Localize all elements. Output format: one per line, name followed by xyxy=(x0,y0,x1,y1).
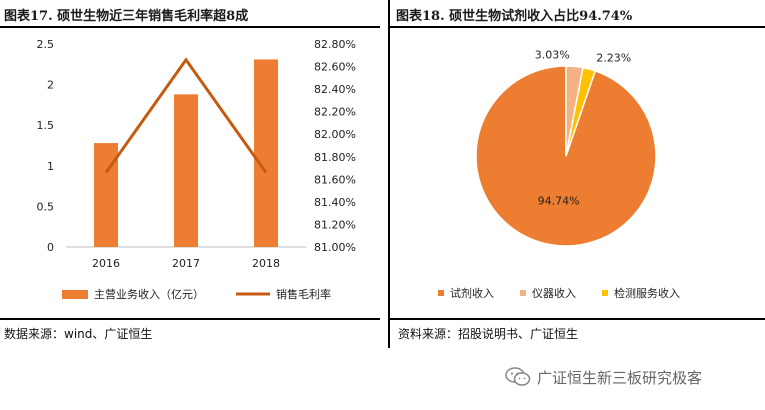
pie-chart: 94.74% 3.03% 2.23% 试剂收入 仪器收入 检测服务收入 xyxy=(438,48,680,300)
right-tick-label: 82.60% xyxy=(314,61,356,74)
legend-line-label: 销售毛利率 xyxy=(276,287,331,301)
watermark: 广证恒生新三板研究极客 xyxy=(505,366,702,388)
margin-line-path xyxy=(104,57,268,174)
x-tick-label: 2018 xyxy=(252,257,280,270)
right-tick-label: 82.40% xyxy=(314,83,356,96)
legend-swatch xyxy=(602,290,608,296)
left-axis-ticks: 0 0.5 1 1.5 2 2.5 xyxy=(37,38,55,254)
left-tick-label: 2.5 xyxy=(37,38,55,51)
right-tick-label: 81.40% xyxy=(314,196,356,209)
pie-labels: 94.74% 3.03% 2.23% xyxy=(535,48,631,207)
right-tick-label: 81.00% xyxy=(314,241,356,254)
right-bottom-rule xyxy=(390,318,765,320)
left-tick-label: 1.5 xyxy=(37,119,55,132)
left-chart-title: 图表17. 硕世生物近三年销售毛利率超8成 xyxy=(4,9,249,24)
watermark-text: 广证恒生新三板研究极客 xyxy=(537,368,703,387)
wechat-icon xyxy=(505,367,531,386)
pie-slice-label: 94.74% xyxy=(538,194,580,207)
margin-line xyxy=(104,57,268,174)
right-source: 资料来源：招股说明书、广证恒生 xyxy=(398,327,579,341)
x-tick-label: 2016 xyxy=(92,257,120,270)
bars xyxy=(94,59,278,248)
left-tick-label: 2 xyxy=(47,79,54,92)
legend-label: 试剂收入 xyxy=(450,286,494,300)
right-chart-title: 图表18. 硕世生物试剂收入占比94.74% xyxy=(396,9,633,24)
right-tick-label: 81.80% xyxy=(314,151,356,164)
legend-label: 检测服务收入 xyxy=(614,286,680,300)
right-tick-label: 82.20% xyxy=(314,106,356,119)
left-bottom-rule xyxy=(0,318,380,320)
right-axis-ticks: 81.00% 81.20% 81.40% 81.60% 81.80% 82.00% 82.2… xyxy=(314,38,356,254)
legend-bar-swatch xyxy=(62,290,88,299)
revenue-bar xyxy=(174,94,198,248)
x-axis-ticks: 2016 2017 2018 xyxy=(92,257,280,270)
pie-slices xyxy=(475,65,657,247)
right-tick-label: 81.20% xyxy=(314,218,356,231)
legend-swatch xyxy=(520,290,526,296)
right-tick-label: 82.80% xyxy=(314,38,356,51)
combo-legend: 主营业务收入（亿元） 销售毛利率 xyxy=(62,287,331,301)
legend-bar-label: 主营业务收入（亿元） xyxy=(94,287,204,301)
pie-slice-label: 2.23% xyxy=(596,51,631,64)
left-title-rule xyxy=(0,26,380,28)
pie-slice xyxy=(565,66,597,157)
left-tick-label: 0.5 xyxy=(37,200,55,213)
right-tick-label: 82.00% xyxy=(314,128,356,141)
left-source: 数据来源：wind、广证恒生 xyxy=(4,327,153,341)
left-tick-label: 1 xyxy=(47,160,54,173)
legend-label: 仪器收入 xyxy=(532,286,576,300)
x-tick-label: 2017 xyxy=(172,257,200,270)
revenue-bar xyxy=(254,59,278,247)
pie-slice-label: 3.03% xyxy=(535,48,570,61)
combo-chart: 00.511.522.5 81.00%81.20%81.40%81.60%81.… xyxy=(37,38,356,301)
pie-legend: 试剂收入 仪器收入 检测服务收入 xyxy=(438,286,680,300)
panel-divider xyxy=(388,0,390,348)
right-tick-label: 81.60% xyxy=(314,173,356,186)
right-title-rule xyxy=(390,26,765,28)
legend-swatch xyxy=(438,290,444,296)
left-tick-label: 0 xyxy=(47,241,54,254)
